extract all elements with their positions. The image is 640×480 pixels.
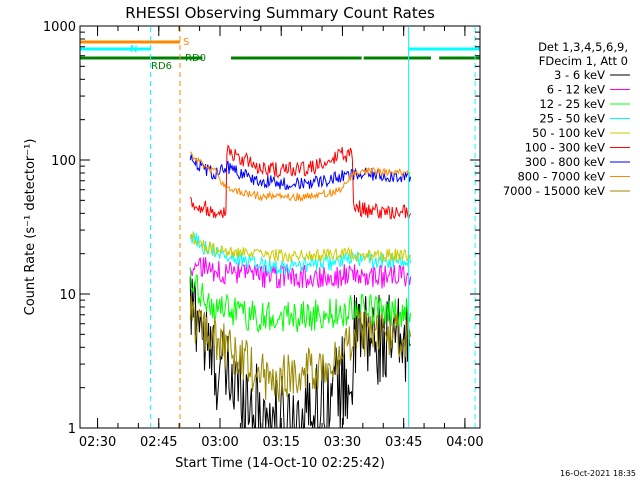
series-line (189, 232, 412, 263)
plot-frame (79, 25, 481, 429)
y-tick-label: 1 (68, 422, 76, 437)
legend: Det 1,3,4,5,6,9, FDecim 1, Att 0 3 - 6 k… (503, 40, 630, 198)
chart-title: RHESSI Observing Summary Count Rates (125, 4, 435, 22)
legend-label: 300 - 800 keV (525, 155, 605, 169)
legend-label: 25 - 50 keV (539, 112, 605, 126)
series-line (189, 144, 412, 221)
legend-label: 800 - 7000 keV (517, 170, 605, 184)
y-axis: 1 10 100 1000 (43, 20, 480, 437)
series-line (189, 295, 412, 403)
series-line (189, 231, 412, 276)
legend-label: 50 - 100 keV (532, 126, 605, 140)
annotation-label-rd0: RD0 (185, 53, 206, 64)
legend-label: 3 - 6 keV (554, 68, 605, 82)
x-axis-label: Start Time (14-Oct-10 02:25:42) (175, 456, 385, 471)
x-tick-label: 03:00 (201, 435, 238, 450)
vertical-marker-layer (150, 27, 476, 427)
y-axis-label: Count Rate (s⁻¹ detector⁻¹) (23, 139, 38, 316)
y-tick-label: 1000 (43, 20, 76, 35)
x-tick-label: 04:00 (446, 435, 483, 450)
series-line (189, 154, 412, 191)
annotation-label-rd6: RD6 (151, 61, 172, 72)
x-axis: 02:30 02:45 03:00 03:15 03:30 03:45 04:00 (79, 26, 484, 450)
annotation-label-s: S (183, 37, 189, 48)
series-line (189, 257, 412, 289)
legend-header-line-1: Det 1,3,4,5,6,9, (538, 40, 628, 54)
x-tick-label: 03:45 (385, 435, 422, 450)
x-tick-label: 02:45 (140, 435, 177, 450)
legend-label: 6 - 12 keV (547, 83, 605, 97)
legend-header-line-2: FDecim 1, Att 0 (539, 54, 628, 68)
x-tick-label: 03:15 (262, 435, 299, 450)
x-tick-label: 02:30 (79, 435, 116, 450)
legend-label: 7000 - 15000 keV (503, 184, 605, 198)
series-layer (189, 144, 412, 430)
x-tick-label: 03:30 (324, 435, 361, 450)
y-tick-label: 100 (51, 154, 76, 169)
annotation-layer: S N RD0 RD6 (80, 37, 480, 72)
annotation-label-n: N (130, 44, 137, 55)
legend-label: 12 - 25 keV (539, 97, 605, 111)
generated-timestamp: 16-Oct-2021 18:35 (560, 469, 636, 478)
series-line (189, 151, 411, 203)
legend-label: 100 - 300 keV (525, 141, 605, 155)
series-line (189, 267, 412, 333)
y-tick-label: 10 (59, 288, 76, 303)
